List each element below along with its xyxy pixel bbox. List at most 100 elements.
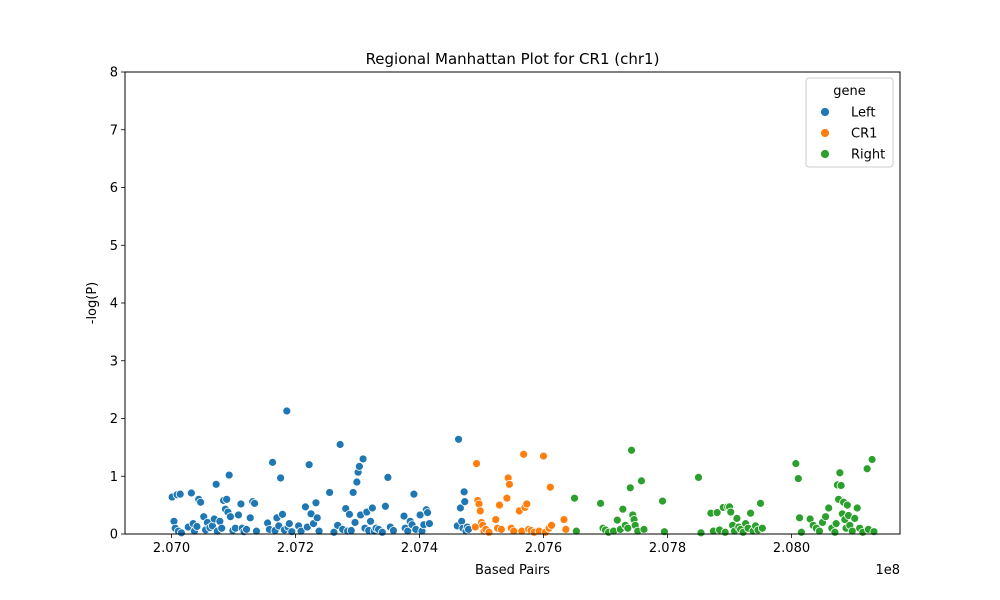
legend-frame (805, 77, 894, 168)
data-point-right-48 (793, 474, 803, 483)
data-point-right-46 (757, 523, 767, 533)
data-point-right-0 (570, 493, 579, 503)
data-point-left-89 (380, 501, 390, 511)
data-point-right-60 (831, 519, 841, 529)
x-tick-label: 2.076 (525, 541, 562, 556)
points-layer (167, 406, 879, 538)
x-axis-label: Based Pairs (475, 563, 550, 578)
x-axis-offset-label: 1e8 (875, 563, 900, 578)
data-point-left-48 (278, 509, 287, 519)
chart-title: Regional Manhattan Plot for CR1 (chr1) (366, 50, 660, 68)
y-tick-label: 6 (110, 181, 118, 196)
legend-entries: Left CR1 Right (820, 106, 885, 163)
y-tick-label: 0 (110, 528, 118, 543)
data-point-cr1-21 (519, 449, 529, 459)
data-point-right-47 (791, 459, 801, 468)
data-point-cr1-10 (491, 515, 501, 524)
data-point-left-28 (224, 470, 234, 480)
data-point-right-69 (842, 500, 852, 510)
data-point-right-23 (696, 528, 706, 538)
data-point-right-20 (658, 496, 667, 506)
legend-marker-right (820, 149, 830, 159)
data-point-right-41 (746, 508, 755, 518)
data-point-left-61 (311, 498, 321, 508)
data-point-right-77 (862, 464, 872, 474)
legend-label-right: Right (851, 148, 885, 163)
legend-marker-cr1 (820, 128, 830, 138)
y-tick-label: 5 (110, 239, 118, 254)
data-point-left-52 (284, 519, 294, 529)
data-point-right-1 (571, 526, 581, 536)
data-point-right-74 (852, 503, 862, 513)
data-point-left-39 (250, 498, 259, 508)
y-tick-label: 2 (110, 412, 118, 427)
data-point-left-104 (423, 508, 432, 518)
legend-marker-left (820, 107, 830, 117)
data-point-right-54 (815, 526, 824, 536)
data-point-left-72 (346, 526, 356, 535)
data-point-cr1-14 (502, 493, 512, 503)
data-point-right-18 (637, 476, 646, 486)
data-point-left-11 (192, 522, 202, 531)
data-point-right-19 (639, 524, 649, 534)
data-point-left-88 (377, 527, 387, 537)
data-point-left-59 (306, 509, 316, 519)
data-point-right-9 (618, 504, 628, 514)
data-point-left-47 (276, 473, 286, 483)
data-point-left-43 (268, 457, 277, 467)
data-point-right-56 (821, 512, 830, 522)
data-point-left-40 (252, 526, 261, 536)
data-point-left-83 (366, 516, 375, 526)
data-point-cr1-23 (522, 499, 532, 509)
data-point-cr1-34 (561, 524, 571, 534)
data-point-left-55 (296, 526, 306, 536)
data-point-left-73 (348, 488, 358, 497)
data-point-right-63 (835, 468, 845, 478)
data-point-cr1-9 (484, 527, 494, 537)
data-point-right-64 (836, 481, 846, 490)
data-point-right-45 (756, 498, 765, 508)
data-point-cr1-13 (496, 524, 506, 534)
data-point-left-62 (312, 513, 322, 523)
y-tick-label: 1 (110, 470, 118, 485)
data-point-cr1-31 (545, 482, 555, 492)
x-tick-label: 2.072 (277, 541, 314, 556)
data-point-left-92 (389, 526, 398, 535)
y-tick-label: 8 (110, 66, 118, 81)
x-tick-label: 2.074 (401, 541, 438, 556)
data-point-left-37 (245, 513, 255, 523)
data-point-left-108 (456, 503, 465, 513)
legend-label-cr1: CR1 (851, 127, 877, 142)
data-point-left-29 (225, 512, 235, 522)
data-point-left-74 (350, 518, 360, 527)
x-tick-label: 2.080 (773, 541, 810, 556)
data-point-cr1-32 (547, 520, 556, 530)
data-point-left-32 (234, 510, 243, 520)
data-point-right-32 (726, 507, 736, 517)
data-point-left-63 (314, 526, 324, 536)
data-point-cr1-1 (472, 459, 481, 468)
data-point-left-5 (175, 489, 185, 499)
data-point-left-50 (282, 406, 292, 416)
x-tick-label: 2.078 (649, 541, 686, 556)
data-point-left-77 (354, 462, 364, 471)
data-point-left-79 (358, 454, 368, 464)
data-point-right-22 (694, 472, 703, 482)
data-point-left-93 (399, 511, 409, 521)
data-point-right-79 (867, 455, 877, 464)
x-axis-ticks: 2.070 2.072 2.074 2.076 2.078 2.080 (153, 534, 810, 556)
data-point-left-75 (352, 477, 362, 487)
data-point-left-67 (335, 440, 345, 449)
data-point-cr1-33 (559, 515, 569, 524)
data-point-left-58 (304, 460, 314, 470)
data-point-left-105 (425, 519, 434, 529)
data-point-right-11 (623, 523, 633, 533)
data-point-left-112 (460, 497, 470, 507)
legend: gene Left CR1 Right (805, 77, 894, 168)
data-point-left-95 (403, 526, 413, 536)
data-point-right-59 (830, 527, 840, 537)
y-tick-label: 7 (110, 123, 118, 138)
x-tick-label: 2.070 (153, 541, 190, 556)
legend-title: gene (833, 84, 866, 99)
data-point-cr1-4 (475, 506, 485, 516)
